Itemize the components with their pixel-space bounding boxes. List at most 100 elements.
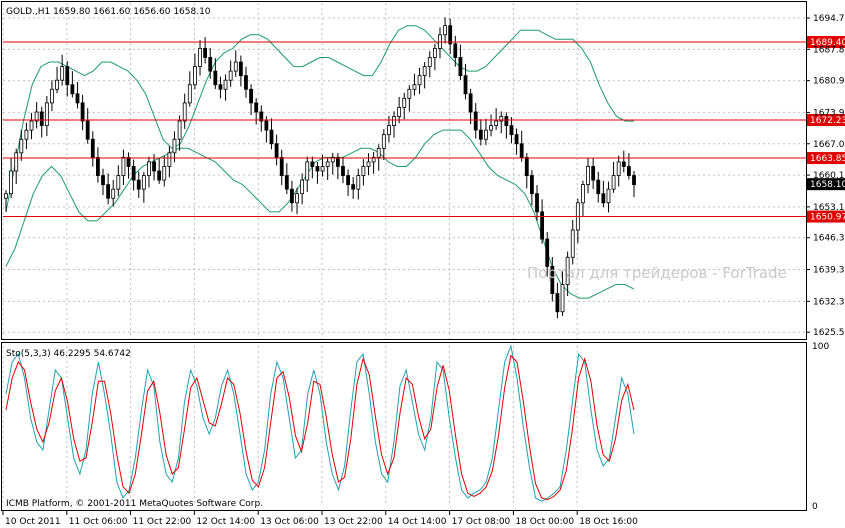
stochastic-signal-line (5, 354, 635, 501)
candle-body (111, 188, 116, 199)
candle-body (320, 166, 325, 172)
candle-body (284, 175, 289, 190)
candle-body (402, 97, 407, 108)
candle-body (162, 166, 167, 181)
candle-body (596, 179, 601, 195)
candle-body (606, 188, 611, 204)
candle-body (448, 25, 453, 45)
candle-body (519, 143, 524, 158)
candle-body (218, 84, 223, 90)
copyright-text: ICMB Platform, © 2001-2011 MetaQuotes So… (6, 499, 263, 509)
candle-body (540, 211, 544, 240)
candle-body (341, 166, 345, 176)
candle-body (381, 134, 386, 149)
stoch-y-tick-label: 100 (812, 342, 829, 352)
candle-body (346, 175, 350, 186)
candle-body (39, 111, 44, 126)
watermark-text: Портал для трейдеров - ForTrade (527, 264, 787, 282)
candle-body (24, 129, 29, 140)
candle-body (601, 193, 606, 204)
level-label-box (807, 210, 845, 223)
y-tick-label: 1653.10 (813, 203, 845, 213)
candle-body (116, 175, 121, 190)
candle-body (504, 116, 509, 126)
candle-body (80, 102, 85, 122)
candle-body (335, 156, 340, 167)
x-tick-label: 13 Oct 06:00 (260, 517, 319, 527)
candle-body (90, 138, 95, 158)
candle-body (249, 88, 253, 104)
candle-body (147, 161, 151, 176)
candle-body (4, 193, 8, 199)
candle-body (356, 175, 361, 190)
candle-body (141, 175, 146, 190)
price-axis: 1694.70 1687.80 1680.90 1673.90 1667.00 1660.… (806, 14, 845, 512)
candle-body (198, 48, 202, 67)
y-tick-label: 1694.70 (813, 14, 845, 24)
candle-body (213, 70, 218, 86)
y-tick-label: 1673.90 (813, 108, 845, 118)
level-label-box (807, 114, 845, 127)
candle-body (626, 166, 631, 176)
x-tick-label: 11 Oct 06:00 (69, 517, 128, 527)
candle-body (101, 175, 105, 186)
candle-body (238, 61, 243, 77)
candle-body (70, 84, 75, 95)
stochastic-lines (5, 344, 635, 502)
x-tick-label: 13 Oct 22:00 (324, 517, 383, 527)
stoch-y-tick-label: 0 (812, 502, 818, 512)
candle-body (514, 134, 519, 145)
candle-body (427, 57, 432, 67)
candle-body (330, 156, 335, 163)
candle-body (177, 120, 182, 140)
candle-body (621, 161, 626, 167)
candle-body (529, 175, 534, 195)
candle-body (392, 116, 396, 126)
candle-body (387, 125, 391, 136)
candle-body (509, 125, 514, 136)
x-tick-label: 12 Oct 14:00 (196, 517, 255, 527)
candle-body (167, 152, 172, 167)
candle-body (397, 107, 402, 117)
bollinger-bands (5, 25, 635, 299)
candle-body (121, 156, 126, 176)
candle-body (484, 129, 488, 140)
candle-body (106, 184, 111, 199)
candle-body (34, 111, 39, 122)
y-tick-label: 1687.80 (813, 45, 845, 55)
candle-body (290, 188, 294, 204)
candle-body (75, 93, 80, 104)
candle-body (264, 120, 269, 131)
candle-body (555, 293, 560, 313)
candle-body (310, 161, 315, 167)
candle-body (295, 193, 299, 204)
x-tick-label: 10 Oct 2011 (5, 517, 61, 527)
candle-body (371, 156, 376, 163)
candle-body (50, 88, 54, 104)
candle-body (581, 184, 585, 204)
candle-body (203, 48, 208, 58)
candle-body (591, 166, 596, 181)
candle-body (570, 229, 575, 258)
candle-body (443, 25, 447, 36)
y-tick-label: 1646.30 (813, 234, 845, 244)
candle-body (269, 129, 274, 145)
candle-body (458, 57, 463, 77)
candle-body (453, 43, 458, 58)
candle-body (305, 161, 310, 181)
current-price-box (807, 178, 845, 191)
candle-body (489, 125, 493, 131)
candle-body (432, 48, 437, 58)
candle-body (468, 93, 473, 113)
level-label-box (807, 152, 845, 165)
candle-body (60, 66, 65, 81)
candle-body (632, 175, 636, 186)
horizontal-levels[interactable]: 1689.40 1672.23 1663.85 1650.97 1658.10 (3, 36, 845, 223)
x-tick-label: 11 Oct 22:00 (133, 517, 192, 527)
candle-body (9, 170, 14, 195)
grid-lines (2, 3, 806, 506)
candle-body (193, 66, 197, 86)
lower-band-line (5, 129, 635, 299)
